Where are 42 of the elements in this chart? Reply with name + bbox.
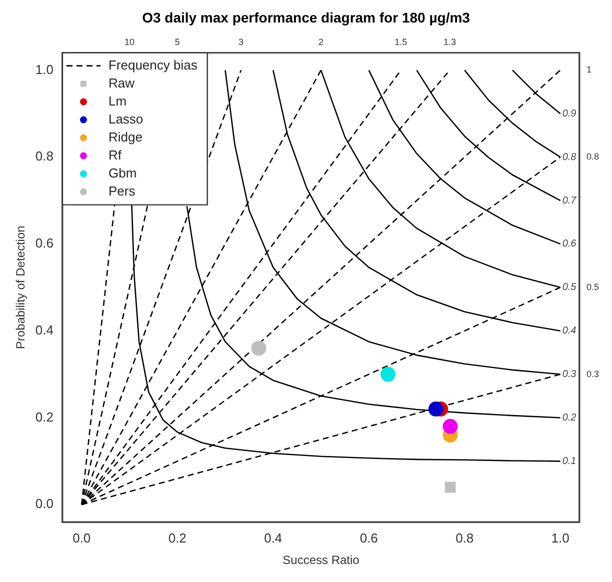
annotation: 10 (124, 36, 134, 47)
y-tick-label: 0.2 (35, 409, 54, 424)
y-tick-label: 0.4 (35, 322, 54, 338)
legend-label: Frequency bias (108, 57, 198, 72)
annotation: 0.2 (562, 412, 577, 424)
annotation: 0.5 (562, 282, 577, 294)
x-tick-label: 0.6 (360, 530, 378, 546)
annotation: 2 (318, 36, 324, 47)
x-axis-title: Success Ratio (282, 553, 360, 568)
annotation: 1.3 (444, 36, 456, 47)
legend-label: Gbm (108, 165, 137, 180)
x-tick-label: 0.4 (264, 530, 282, 546)
annotation: 0.6 (562, 238, 577, 250)
annotation: 0.8 (562, 152, 577, 163)
legend-label: Raw (108, 75, 136, 90)
y2-tick-label: 0.8 (586, 152, 600, 162)
y-tick-label: 0.6 (35, 236, 54, 251)
x-tick-label: 1.0 (551, 530, 570, 546)
chart-title: O3 daily max performance diagram for 180 µg/m3 (142, 9, 470, 26)
x-tick-label: 0.0 (72, 530, 91, 546)
y2-tick-label: 1 (586, 64, 592, 75)
annotation: 0.4 (562, 326, 577, 337)
y2-tick-label: 0.5 (586, 282, 600, 292)
y-tick-label: 0.0 (35, 496, 54, 512)
legend-label: Ridge (108, 129, 142, 144)
annotation: 0.7 (562, 195, 577, 206)
legend-label: Pers (108, 183, 136, 198)
legend-label: Lasso (108, 111, 144, 126)
x-tick-label: 0.2 (168, 530, 186, 546)
legend-label: Rf (108, 147, 122, 162)
annotation: 3 (238, 36, 244, 47)
y-axis-title: Probability of Detection (14, 226, 28, 350)
y-tick-label: 1.0 (35, 62, 54, 77)
y2-tick-label: 0.3 (586, 368, 600, 379)
annotation: 0.9 (562, 108, 577, 120)
x-tick-label: 0.8 (456, 530, 474, 546)
annotation: 0.1 (562, 456, 576, 467)
annotation: 1.5 (394, 36, 408, 47)
legend-label: Lm (108, 93, 127, 108)
annotation: 0.3 (562, 369, 577, 380)
y-tick-label: 0.8 (35, 148, 54, 164)
annotation: 5 (174, 36, 180, 47)
